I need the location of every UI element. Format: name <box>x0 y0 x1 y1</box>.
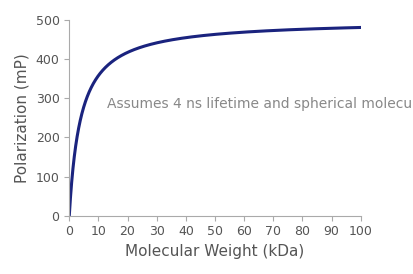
X-axis label: Molecular Weight (kDa): Molecular Weight (kDa) <box>125 244 304 259</box>
Text: Assumes 4 ns lifetime and spherical molecule: Assumes 4 ns lifetime and spherical mole… <box>107 97 413 111</box>
Y-axis label: Polarization (mP): Polarization (mP) <box>15 53 30 183</box>
